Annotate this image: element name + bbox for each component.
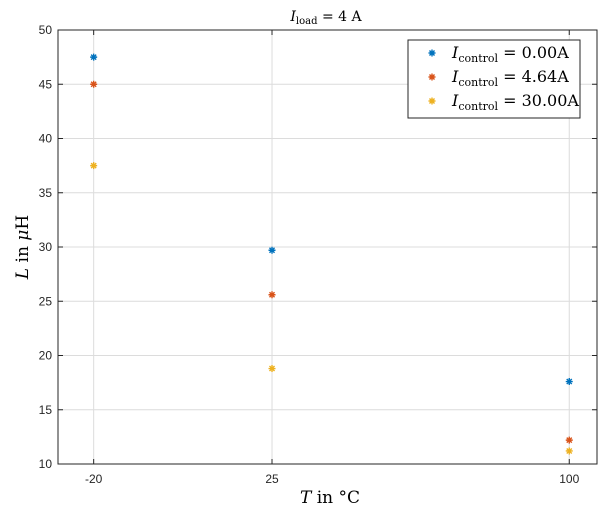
y-tick-label: 40: [39, 132, 53, 146]
data-point-series-1: [565, 378, 573, 386]
legend-entry-2: Icontrol = 4.64A: [451, 67, 569, 89]
y-axis-label-variable: L: [13, 268, 33, 280]
x-axis-label-rest: in °C: [311, 488, 360, 508]
data-point-series-1-marker: [565, 378, 573, 386]
y-tick-label: 15: [39, 403, 53, 417]
y-tick-label: 50: [39, 23, 53, 37]
title-subscript: load: [296, 16, 318, 27]
data-point-series-3: [565, 447, 573, 455]
y-axis-label-unit: H: [13, 215, 33, 230]
data-point-series-1-marker: [90, 53, 98, 61]
x-tick-label: 100: [559, 472, 579, 486]
data-point-series-3: [268, 365, 276, 373]
legend-marker-3: [428, 97, 436, 105]
data-point-series-3-marker: [90, 162, 98, 170]
data-point-series-1: [90, 53, 98, 61]
y-axis-label: L in μH: [13, 215, 33, 280]
x-axis-label: T in °C: [300, 488, 360, 508]
y-tick-label: 10: [39, 457, 53, 471]
legend-marker-2: [428, 73, 436, 81]
y-axis-label-unit-variable: μ: [13, 230, 33, 241]
data-point-series-2-marker: [268, 291, 276, 299]
legend-entry-value: = 4.64A: [498, 67, 569, 86]
title-rest: = 4 A: [318, 9, 363, 25]
legend-entry-subscript: control: [458, 52, 498, 65]
x-axis-ticks: -20 25 100: [85, 30, 580, 486]
legend-entry-variable: I: [451, 91, 459, 110]
y-tick-label: 45: [39, 77, 53, 91]
data-point-series-3-marker: [565, 447, 573, 455]
legend-entry-subscript: control: [458, 100, 498, 113]
legend-marker-1: [428, 49, 436, 57]
legend-entry-value: = 0.00A: [498, 43, 569, 62]
x-axis-label-variable: T: [300, 488, 313, 508]
data-point-series-2: [90, 80, 98, 88]
y-axis-label-rest: in: [13, 241, 33, 268]
x-tick-label: -20: [85, 472, 103, 486]
data-point-series-1: [268, 246, 276, 254]
y-axis-ticks: 10 15 20 25 30 35 40 45 50: [39, 23, 597, 471]
legend-entry-value: = 30.00A: [498, 91, 579, 110]
data-point-series-2-marker: [90, 80, 98, 88]
legend-entry-3: Icontrol = 30.00A: [451, 91, 579, 113]
legend-entry-variable: I: [451, 67, 459, 86]
y-tick-label: 25: [39, 294, 53, 308]
data-point-series-1-marker: [268, 246, 276, 254]
title-variable: I: [289, 9, 296, 25]
legend-marker-3-marker: [428, 97, 436, 105]
legend-marker-2-marker: [428, 73, 436, 81]
data-point-series-2: [268, 291, 276, 299]
data-point-series-2-marker: [565, 436, 573, 444]
data-points: [90, 53, 573, 455]
data-point-series-2: [565, 436, 573, 444]
legend-entry-variable: I: [451, 43, 459, 62]
data-point-series-3: [90, 162, 98, 170]
y-tick-label: 35: [39, 186, 53, 200]
y-tick-label: 20: [39, 349, 53, 363]
chart-title: Iload = 4 A: [289, 9, 362, 27]
legend-marker-1-marker: [428, 49, 436, 57]
data-point-series-3-marker: [268, 365, 276, 373]
legend-entry-subscript: control: [458, 76, 498, 89]
y-tick-label: 30: [39, 240, 53, 254]
legend-entry-1: Icontrol = 0.00A: [451, 43, 569, 65]
x-tick-label: 25: [265, 472, 279, 486]
